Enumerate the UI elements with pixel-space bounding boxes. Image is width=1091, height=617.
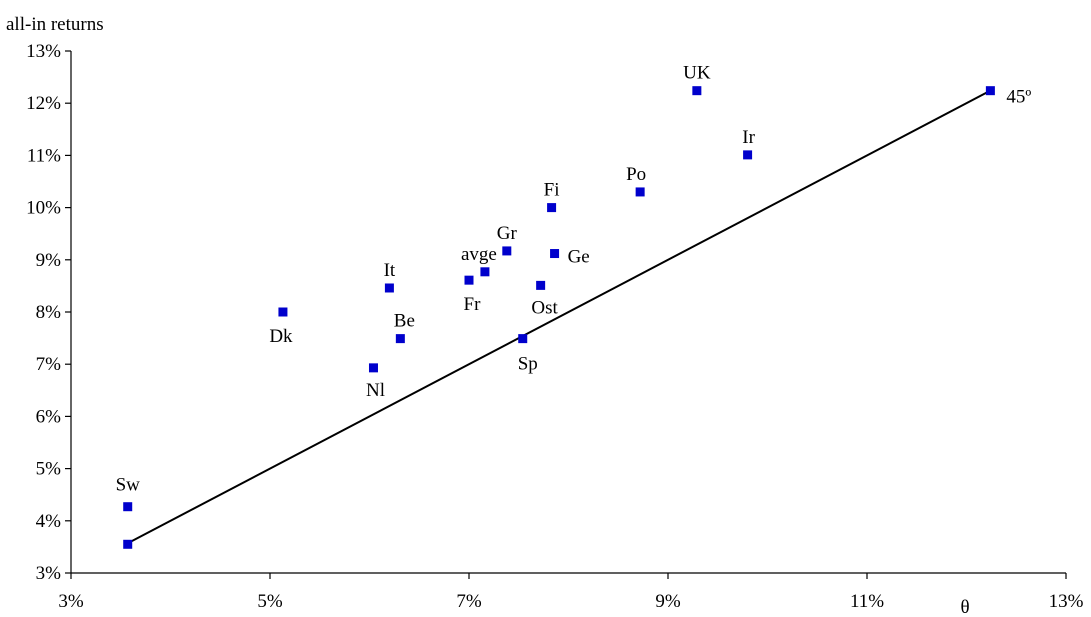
- data-point-label: Gr: [497, 223, 518, 244]
- data-point-label: Ir: [742, 127, 755, 148]
- y-tick-label: 5%: [36, 459, 62, 480]
- data-point-marker: [123, 539, 133, 549]
- y-axis-label: all-in returns: [6, 14, 104, 35]
- y-tick-label: 9%: [36, 250, 62, 271]
- data-point-label: Dk: [269, 326, 293, 347]
- data-point-marker: [550, 249, 560, 259]
- data-point-marker: [985, 86, 995, 96]
- y-tick-label: 11%: [27, 145, 61, 166]
- x-tick-label: 7%: [456, 591, 482, 612]
- data-point-marker: [464, 275, 474, 285]
- y-tick-label: 13%: [26, 41, 61, 62]
- data-point-label: UK: [683, 63, 711, 84]
- data-point-marker: [635, 187, 645, 197]
- y-tick-label: 3%: [36, 563, 62, 584]
- reference-line-group: 45º: [126, 87, 1031, 545]
- data-point-label: Be: [394, 311, 415, 332]
- data-point-marker: [502, 246, 512, 256]
- y-tick-label: 8%: [36, 302, 62, 323]
- data-point-marker: [278, 307, 288, 317]
- y-tick-label: 4%: [36, 511, 62, 532]
- x-tick-label: 13%: [1049, 591, 1084, 612]
- data-point-label: avge: [461, 244, 497, 265]
- data-point-marker: [536, 280, 546, 290]
- data-point-marker: [480, 267, 490, 277]
- y-tick-label: 12%: [26, 93, 61, 114]
- data-point-label: It: [384, 260, 396, 281]
- axes: 3% 4% 5% 6% 7% 8% 9% 10% 11% 12% 13% 3% 5% 7% 9% 11% 13%: [26, 41, 1083, 612]
- data-point-marker: [384, 283, 394, 293]
- data-point-marker: [692, 86, 702, 96]
- data-point-marker: [518, 334, 528, 344]
- data-point-label: Ge: [568, 247, 590, 268]
- x-tick-label: 3%: [58, 591, 84, 612]
- data-point-label: Sp: [518, 354, 538, 375]
- x-tick-label: 9%: [655, 591, 681, 612]
- data-point-marker: [395, 334, 405, 344]
- y-tick-label: 10%: [26, 198, 61, 219]
- data-point-label: Ost: [531, 297, 558, 318]
- x-tick-label: 5%: [257, 591, 283, 612]
- y-tick-label: 7%: [36, 354, 62, 375]
- x-tick-label: 11%: [850, 591, 884, 612]
- data-point-marker: [547, 203, 557, 213]
- data-point-label: Nl: [366, 380, 385, 401]
- data-point-marker: [123, 502, 133, 512]
- y-tick-label: 6%: [36, 406, 62, 427]
- reference-line-45: [126, 89, 991, 545]
- reference-line-label: 45º: [1006, 87, 1031, 108]
- data-point-marker: [368, 363, 378, 373]
- data-point-label: Sw: [116, 475, 141, 496]
- data-point-label: Po: [626, 164, 646, 185]
- data-point-label: Fr: [464, 294, 482, 315]
- data-point-marker: [743, 150, 753, 160]
- data-point-label: Fi: [544, 180, 560, 201]
- x-axis-label: θ: [960, 597, 969, 617]
